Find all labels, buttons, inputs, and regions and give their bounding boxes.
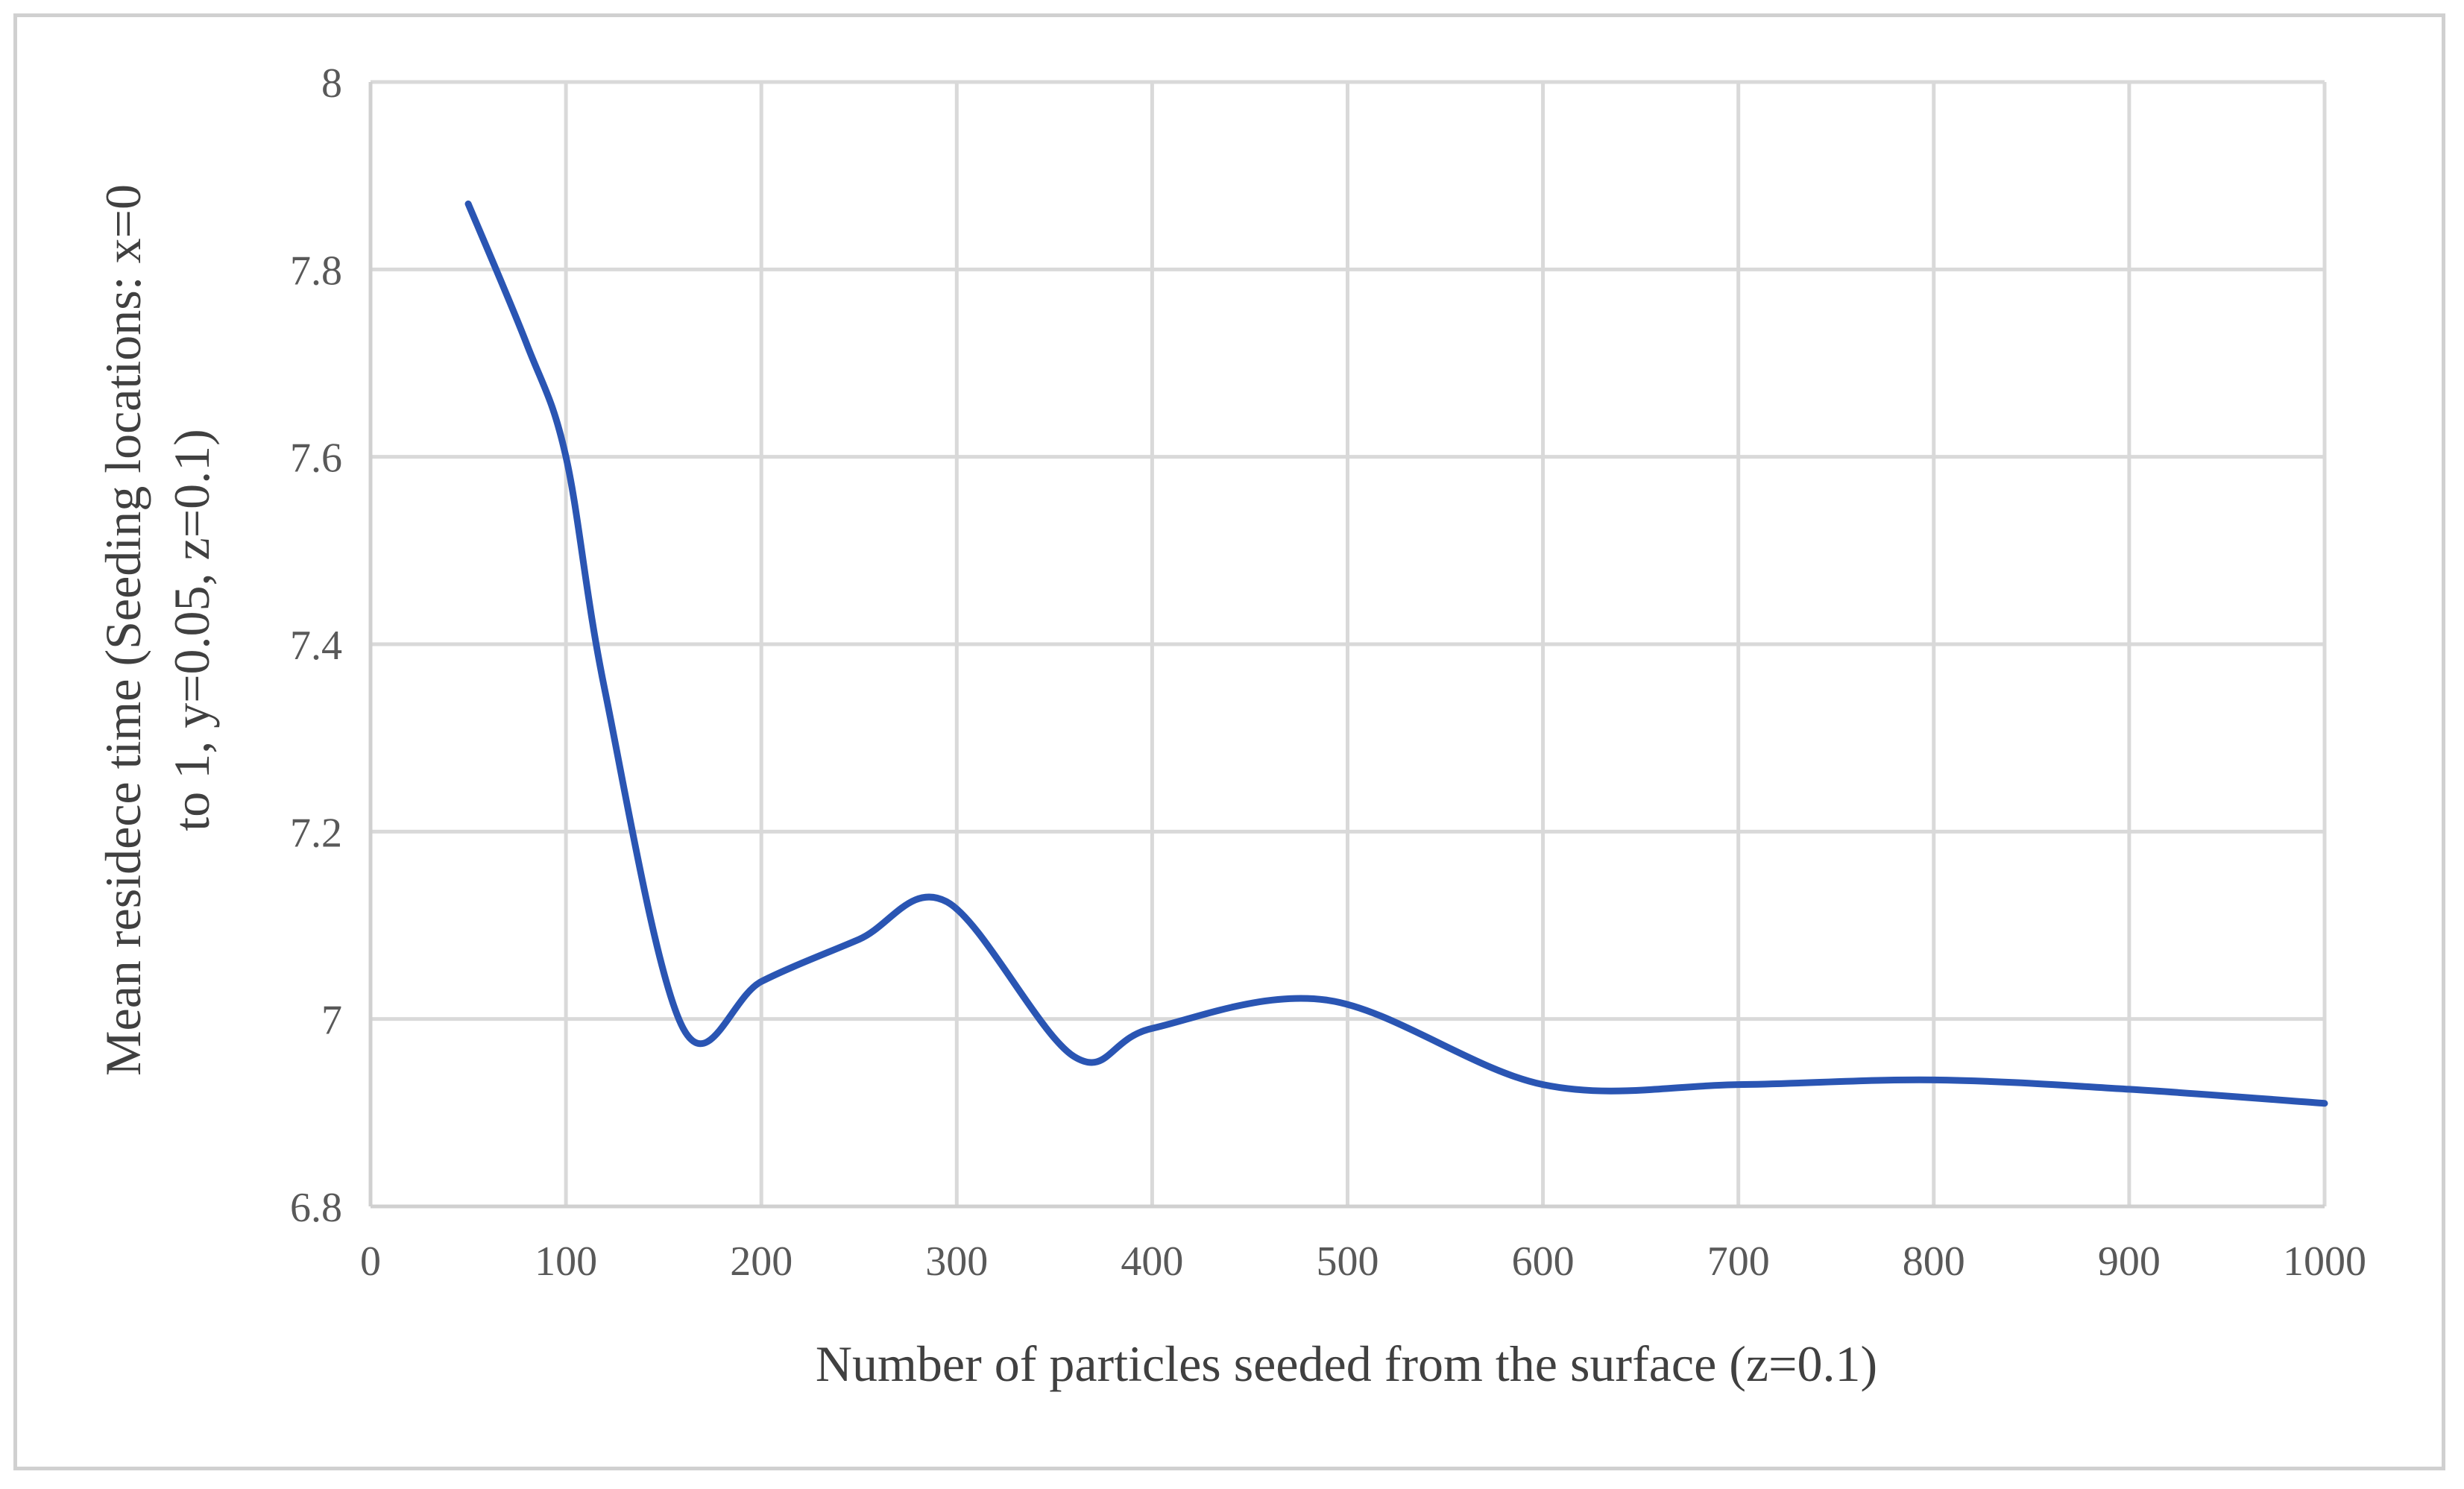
data-point [561, 453, 570, 462]
y-tick-label: 8 [321, 60, 342, 107]
data-point [2125, 1085, 2134, 1094]
data-point [1734, 1080, 1743, 1089]
data-point [942, 898, 951, 907]
x-tick-label: 0 [360, 1238, 381, 1285]
data-point [678, 1024, 687, 1033]
chart-frame [13, 13, 2445, 1470]
x-tick-label: 600 [1512, 1238, 1575, 1285]
data-point [523, 340, 532, 349]
data-point [2320, 1099, 2329, 1108]
axes [368, 82, 2325, 1209]
x-tick-label: 300 [925, 1238, 988, 1285]
x-tick-label: 900 [2098, 1238, 2161, 1285]
tick-labels: 0 100 200 300 400 500 600 700 800 900 1000 6.8 7 7.2 7… [290, 60, 2366, 1285]
x-tick-label: 200 [730, 1238, 793, 1285]
y-tick-label: 7 [321, 998, 342, 1044]
data-point [854, 935, 863, 944]
x-tick-label: 500 [1317, 1238, 1379, 1285]
data-point [1323, 996, 1332, 1005]
x-axis-title: Number of particles seeded from the surf… [816, 1335, 1877, 1392]
y-axis-title-line-1: Mean residece time (Seeding locations: x… [95, 184, 151, 1076]
data-point [1539, 1080, 1548, 1089]
x-tick-label: 100 [535, 1238, 597, 1285]
gridlines [371, 80, 2327, 1206]
y-tick-label: 7.8 [290, 248, 342, 294]
x-tick-label: 1000 [2283, 1238, 2366, 1285]
y-tick-label: 7.6 [290, 435, 342, 482]
data-point [1929, 1075, 1938, 1084]
data-point [1070, 1052, 1079, 1061]
x-tick-label: 700 [1707, 1238, 1770, 1285]
data-series [464, 199, 2329, 1108]
y-axis-title-line-2: to 1, y=0.05, z=0.1) [163, 429, 220, 831]
x-tick-label: 400 [1121, 1238, 1183, 1285]
x-tick-label: 800 [1903, 1238, 1965, 1285]
y-tick-label: 6.8 [290, 1185, 342, 1231]
data-point [601, 687, 610, 696]
y-axis-title: Mean residece time (Seeding locations: x… [95, 184, 220, 1076]
series-line [464, 200, 2328, 1107]
data-point [464, 199, 473, 208]
y-tick-label: 7.2 [290, 810, 342, 856]
data-point [757, 977, 766, 986]
y-tick-label: 7.4 [290, 623, 342, 669]
data-point [1147, 1024, 1156, 1033]
